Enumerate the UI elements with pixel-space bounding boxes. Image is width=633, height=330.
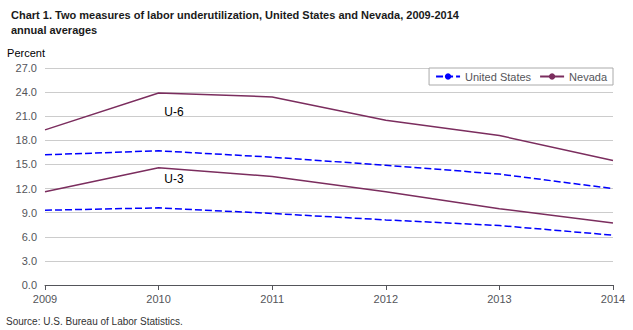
svg-text:27.0: 27.0 bbox=[16, 62, 37, 74]
svg-text:21.0: 21.0 bbox=[16, 110, 37, 122]
svg-text:6.0: 6.0 bbox=[22, 231, 37, 243]
svg-text:Percent: Percent bbox=[7, 47, 45, 59]
svg-text:U-6: U-6 bbox=[164, 105, 184, 119]
svg-text:15.0: 15.0 bbox=[16, 158, 37, 170]
svg-text:0.0: 0.0 bbox=[22, 279, 37, 291]
svg-text:annual averages: annual averages bbox=[11, 24, 97, 36]
svg-text:2014: 2014 bbox=[601, 293, 625, 305]
svg-text:24.0: 24.0 bbox=[16, 86, 37, 98]
svg-text:18.0: 18.0 bbox=[16, 134, 37, 146]
svg-text:Chart 1. Two measures of labor: Chart 1. Two measures of labor underutil… bbox=[11, 9, 460, 21]
svg-text:12.0: 12.0 bbox=[16, 183, 37, 195]
svg-text:2012: 2012 bbox=[374, 293, 398, 305]
svg-text:2011: 2011 bbox=[260, 293, 284, 305]
svg-text:United States: United States bbox=[465, 71, 532, 83]
svg-text:3.0: 3.0 bbox=[22, 255, 37, 267]
svg-text:2013: 2013 bbox=[487, 293, 511, 305]
svg-text:Nevada: Nevada bbox=[569, 71, 608, 83]
svg-text:2010: 2010 bbox=[146, 293, 170, 305]
svg-text:U-3: U-3 bbox=[164, 172, 184, 186]
svg-text:2009: 2009 bbox=[33, 293, 57, 305]
svg-text:Source: U.S. Bureau of Labor S: Source: U.S. Bureau of Labor Statistics. bbox=[6, 316, 183, 327]
svg-text:9.0: 9.0 bbox=[22, 207, 37, 219]
